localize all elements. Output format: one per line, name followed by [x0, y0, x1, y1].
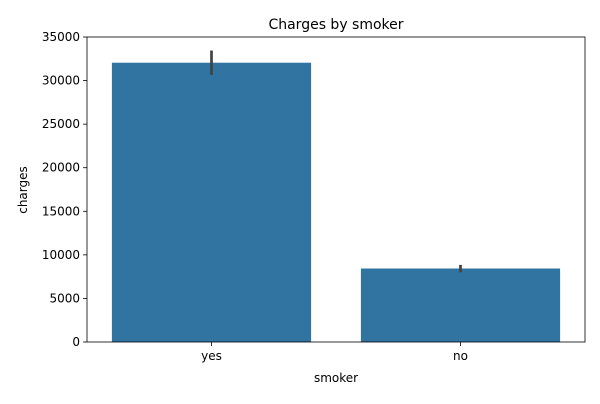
y-tick-label: 25000 — [42, 117, 80, 131]
bar-yes — [111, 62, 312, 342]
y-tick-label: 35000 — [42, 30, 80, 44]
plot-frame — [86, 36, 586, 343]
x-axis-label: smoker — [314, 371, 358, 385]
y-tick-label: 30000 — [42, 74, 80, 88]
chart-title: Charges by smoker — [268, 17, 403, 33]
y-tick-label: 20000 — [42, 161, 80, 175]
y-tick-label: 0 — [72, 335, 80, 349]
x-tick-label-no: no — [453, 349, 468, 363]
bar-no — [360, 268, 561, 342]
y-axis-ticks: 0 5000 10000 15000 20000 25000 30000 35000 — [42, 30, 87, 349]
x-tick-label-yes: yes — [201, 349, 222, 363]
y-axis-label: charges — [16, 166, 30, 214]
y-tick-label: 10000 — [42, 248, 80, 262]
y-tick-label: 5000 — [49, 291, 80, 305]
y-tick-label: 15000 — [42, 204, 80, 218]
bars-group — [111, 50, 561, 342]
x-axis-ticks: yes no — [201, 342, 468, 363]
